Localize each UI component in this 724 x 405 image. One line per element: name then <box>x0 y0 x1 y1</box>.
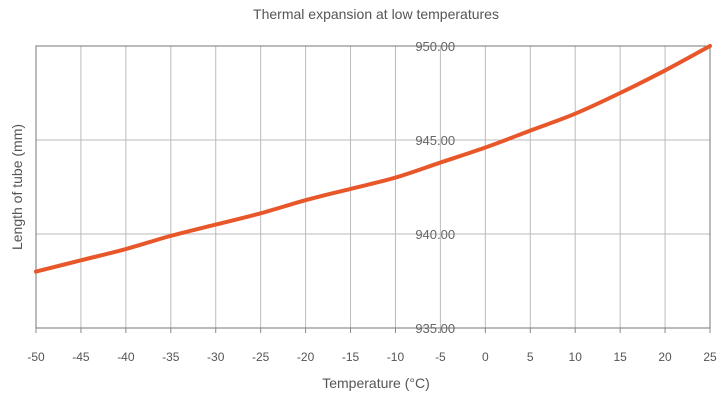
y-tick-label: 935.00 <box>415 321 455 336</box>
y-axis-ticks: 935.00 940.00 945.00 950.00 <box>415 39 455 336</box>
x-tick-label: -30 <box>207 350 225 364</box>
chart-title: Thermal expansion at low temperatures <box>253 6 499 22</box>
x-tick-label: 25 <box>703 350 717 364</box>
x-tick-label: 15 <box>613 350 627 364</box>
x-tick-label: -35 <box>162 350 180 364</box>
y-tick-label: 950.00 <box>415 39 455 54</box>
x-axis-ticks: -50 -45 -40 -35 -30 -25 -20 -15 -10 -5 0 5 10 15 20 25 <box>27 328 717 364</box>
grid <box>36 46 710 328</box>
x-tick-label: 0 <box>482 350 489 364</box>
x-tick-label: -15 <box>342 350 360 364</box>
plot-area-border <box>35 45 711 329</box>
x-tick-label: -20 <box>297 350 315 364</box>
x-tick-label: 20 <box>658 350 672 364</box>
x-axis-label: Temperature (°C) <box>322 375 430 391</box>
x-tick-label: -45 <box>72 350 90 364</box>
x-tick-label: -50 <box>27 350 45 364</box>
x-tick-label: 5 <box>527 350 534 364</box>
x-tick-label: -5 <box>435 350 446 364</box>
x-tick-label: -10 <box>387 350 405 364</box>
x-tick-label: 10 <box>569 350 583 364</box>
x-tick-label: -25 <box>252 350 270 364</box>
y-tick-label: 940.00 <box>415 227 455 242</box>
y-axis-label: Length of tube (mm) <box>9 124 25 250</box>
x-tick-label: -40 <box>117 350 135 364</box>
y-tick-label: 945.00 <box>415 133 455 148</box>
series-line <box>34 44 712 274</box>
